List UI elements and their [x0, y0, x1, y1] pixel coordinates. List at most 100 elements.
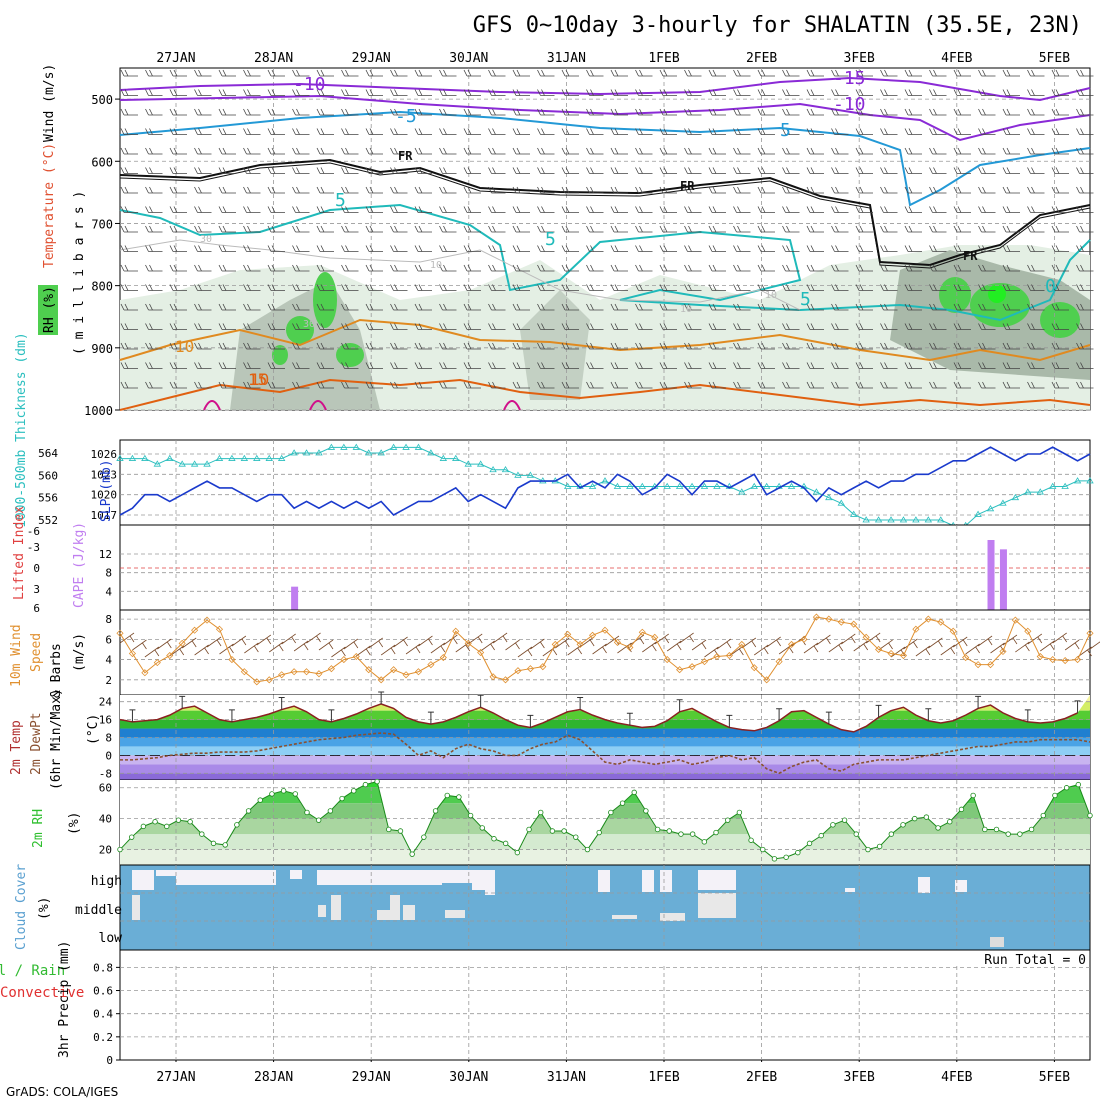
wind-barb: [1002, 342, 1020, 350]
wind-barb: [512, 186, 530, 194]
contour-label: 0: [1045, 276, 1056, 297]
wind-barb: [267, 108, 285, 116]
wind10m-point: [937, 618, 945, 626]
thickness-point: [1036, 488, 1044, 495]
wind-barb: [120, 264, 138, 272]
wind-barb: [169, 284, 187, 291]
thickness-point: [116, 454, 124, 461]
wind-barb: [586, 381, 604, 389]
rh2m-point: [1087, 812, 1093, 819]
wind10m-barb: [356, 645, 371, 657]
run-total: Run Total = 0: [984, 953, 1086, 968]
wind-barb: [120, 303, 138, 311]
wind-barb: [561, 167, 579, 174]
wind10m-barb: [1052, 632, 1068, 644]
wind-barb: [806, 128, 824, 135]
wind10m-barb: [231, 635, 247, 647]
wind10m-barb: [691, 639, 707, 651]
cloud-mid-cell: [612, 915, 637, 919]
wind10m-grid: [120, 610, 1090, 695]
rh2m-point: [561, 828, 567, 834]
wind-barb: [635, 284, 653, 291]
wind10m-tick-label: 6: [105, 633, 112, 646]
wind10m-point: [427, 661, 435, 669]
wind-barb: [610, 69, 628, 77]
wind-barb: [708, 245, 726, 252]
wind10m-point: [327, 665, 335, 673]
wind-barb: [635, 147, 653, 155]
bottom-date-axis: 27JAN 28JAN 29JAN 30JAN 31JAN 1FEB 2FEB 3FEB 4FE…: [156, 1056, 1070, 1085]
rh2m-point: [678, 831, 684, 837]
contour-label: -10: [833, 94, 866, 115]
wind-barb: [953, 167, 971, 174]
wind-barb: [978, 225, 996, 233]
wind-barb: [390, 362, 408, 369]
rh2m-point: [900, 822, 906, 828]
wind-barb: [537, 186, 555, 194]
date-label-top: 31JAN: [547, 51, 586, 66]
wind-barb: [341, 245, 359, 252]
thickness-point: [277, 454, 286, 461]
wind-barb: [659, 303, 677, 311]
rh2m-point: [421, 834, 427, 840]
wind-barb: [659, 128, 677, 135]
rh-shade-high: [313, 272, 337, 328]
wind-barb: [635, 362, 653, 369]
wind-barb: [169, 225, 187, 233]
cloud-high-cell: [472, 870, 486, 890]
wind-barb: [586, 245, 604, 252]
wind-barb: [757, 69, 775, 77]
wind-barb: [341, 186, 359, 194]
wind10m-barb: [928, 637, 943, 649]
wind-barb: [316, 245, 334, 252]
wind-barb: [365, 264, 383, 272]
wind-barb: [537, 147, 555, 155]
wind-barb: [414, 89, 432, 96]
wind-barb: [806, 167, 824, 174]
wind-barb: [169, 186, 187, 194]
wind-barb: [733, 303, 751, 311]
wind10m-barb: [430, 642, 446, 654]
temp2m-tick-label: -8: [99, 767, 112, 780]
wind-barb: [978, 69, 996, 77]
thickness-point: [713, 482, 721, 489]
wind-barb: [855, 245, 873, 252]
wind-barb: [561, 186, 579, 194]
date-label-top: 4FEB: [941, 51, 972, 66]
rh2m-point: [783, 854, 789, 860]
wind-barb: [1051, 128, 1069, 135]
wind-barb: [561, 362, 579, 369]
contour-minus15: [119, 76, 1091, 102]
wind-barb: [929, 167, 947, 174]
wind-barb: [439, 342, 457, 350]
rh2m-point: [947, 819, 953, 825]
wind-barb: [488, 128, 506, 135]
temp2m-tick-label: 24: [99, 696, 113, 709]
rh2m-point: [935, 825, 941, 831]
wind-barb: [953, 245, 971, 252]
wind10m-point: [899, 651, 908, 660]
wind-barb: [512, 128, 530, 135]
date-label-top: 29JAN: [352, 51, 391, 66]
wind10m-point: [986, 661, 995, 669]
wind-barb: [243, 108, 261, 116]
wind-barb: [880, 167, 898, 174]
wind10m-point: [837, 618, 845, 626]
date-label-top: 3FEB: [844, 51, 875, 66]
contour-plus15: [119, 378, 1091, 411]
wind10m-axis: 8 6 4 2: [105, 613, 112, 687]
wind-barb: [929, 128, 947, 135]
wind-barb: [586, 362, 604, 369]
precip-tick-label: 0.6: [93, 985, 113, 998]
wind-barbs: [120, 69, 1094, 389]
wind-barb: [292, 323, 310, 330]
wind10m-point: [228, 656, 236, 664]
wind-barb: [1002, 186, 1020, 194]
rh2m-point: [573, 834, 579, 840]
rh2m-point: [876, 843, 883, 850]
wind-barb: [365, 69, 383, 77]
cape-bar: [291, 586, 299, 610]
wind-barb: [316, 167, 334, 174]
precip-frame: [119, 949, 1091, 1061]
wind-barb: [218, 206, 236, 213]
